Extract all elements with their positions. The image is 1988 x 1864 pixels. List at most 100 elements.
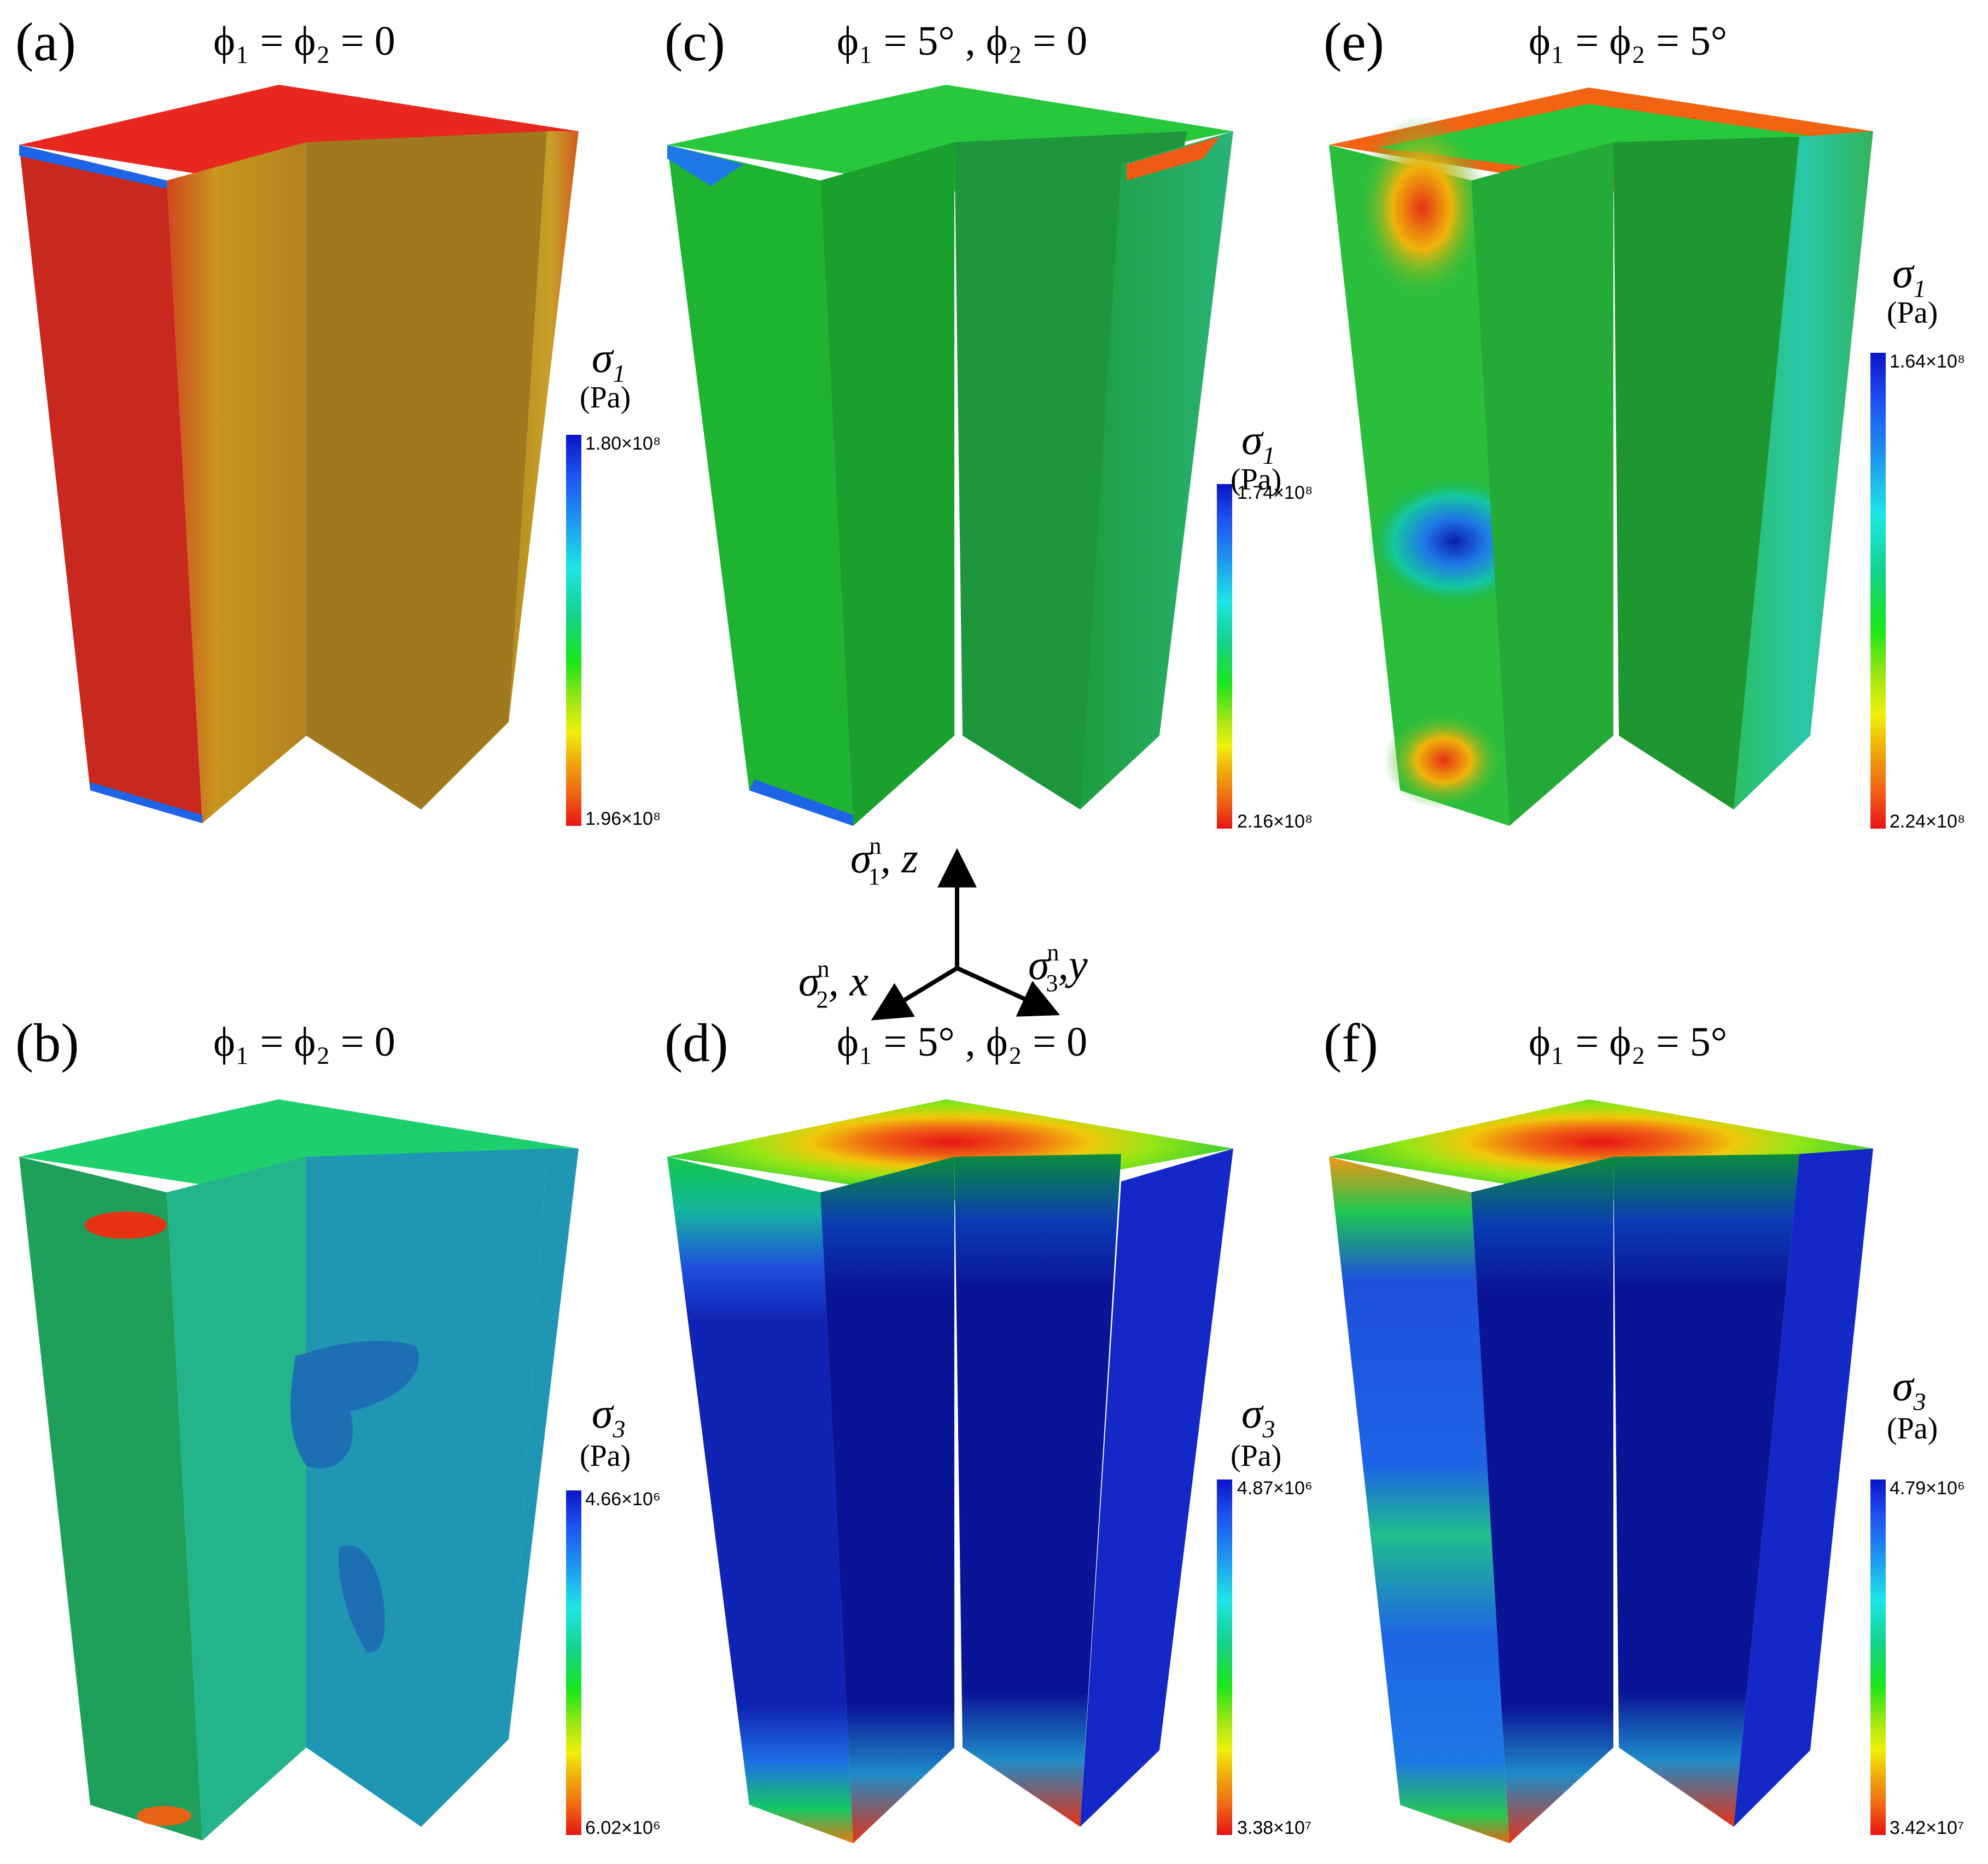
blue-region-2: [339, 1545, 385, 1653]
blue-region: [290, 1341, 419, 1469]
cbar-gradient: [1870, 353, 1886, 829]
cbar-gradient: [566, 1490, 581, 1835]
x-axis-label: σn 2, x: [798, 956, 868, 1013]
cbar-symbol: σ1: [1892, 249, 1926, 302]
panel-caption: ϕ₁ = ϕ₂ = 5°: [1529, 18, 1727, 64]
front-mid-face: [820, 1157, 954, 1843]
bottom-edge-blue: [90, 782, 202, 823]
cbar-min: 6.02×10⁶: [585, 1818, 661, 1838]
cbar-min: 3.42×10⁷: [1890, 1818, 1964, 1838]
top-face: [667, 85, 1233, 191]
hot-spot-top: [85, 1211, 167, 1239]
colorbar: σ1 (Pa) 1.80×10⁸ 1.96×10⁸: [566, 334, 661, 829]
cbar-gradient: [1217, 484, 1232, 829]
cbar-unit: (Pa): [1231, 1439, 1281, 1473]
panel-caption: ϕ₁ = ϕ₂ = 0: [213, 1019, 395, 1065]
panel-a: (a) ϕ₁ = ϕ₂ = 0 σ1 (Pa) 1.80×10⁸ 1.96×10…: [15, 11, 661, 829]
y-axis-label: σn 3,y: [1028, 939, 1088, 997]
colorbar: σ3 (Pa) 4.87×10⁶ 3.38×10⁷: [1217, 1389, 1313, 1838]
front-left-face: [19, 1157, 202, 1840]
axes-triad: σn 1, z σn 2, x σn 3,y: [798, 832, 1088, 1021]
front-mid-face: [167, 1157, 306, 1840]
panel-label: (a): [15, 11, 76, 72]
colorbar: σ3 (Pa) 4.79×10⁶ 3.42×10⁷: [1870, 1362, 1965, 1838]
cbar-symbol: σ3: [592, 1389, 625, 1443]
y-axis-arrow: [956, 966, 1060, 1017]
right-face: [509, 1149, 579, 1739]
cbar-gradient: [1217, 1479, 1232, 1835]
hot-spot-top: [1356, 115, 1488, 301]
top-edge-blue: [19, 145, 167, 189]
cbar-min: 1.96×10⁸: [585, 808, 661, 829]
cbar-max: 1.80×10⁸: [585, 433, 661, 454]
panel-e: (e) ϕ₁ = ϕ₂ = 5° σ1 (Pa) 1.64×10⁸ 2.24×1…: [1324, 11, 1965, 832]
solid-a: [19, 85, 579, 823]
cbar-unit: (Pa): [1231, 463, 1281, 497]
colorbar: σ1 (Pa) 1.74×10⁸ 2.16×10⁸: [1217, 416, 1313, 832]
cbar-max: 4.66×10⁶: [585, 1489, 661, 1510]
cbar-max: 4.87×10⁶: [1237, 1478, 1313, 1499]
hot-spot-bottom: [137, 1806, 191, 1826]
panel-label: (c): [664, 11, 725, 72]
panel-caption: ϕ₁ = ϕ₂ = 0: [213, 18, 395, 64]
panel-label: (e): [1324, 11, 1384, 72]
front-left-face: [667, 145, 853, 826]
x-axis-arrow: [871, 966, 959, 1021]
cbar-symbol: σ1: [592, 334, 625, 387]
panel-d: (d) ϕ₁ = 5° , ϕ₂ = 0 σ3 (Pa) 4.87×10⁶ 3.…: [664, 1012, 1313, 1843]
cbar-max: 1.64×10⁸: [1890, 351, 1965, 372]
cbar-symbol: σ3: [1892, 1362, 1926, 1416]
panel-caption: ϕ₁ = 5° , ϕ₂ = 0: [837, 1019, 1087, 1065]
colorbar: σ3 (Pa) 4.66×10⁶ 6.02×10⁶: [566, 1389, 661, 1838]
right-face: [509, 131, 579, 722]
inner-face: [306, 1149, 547, 1827]
panel-label: (d): [664, 1012, 728, 1073]
front-mid-face: [820, 142, 954, 826]
right-face: [1734, 131, 1873, 809]
cbar-symbol: σ3: [1241, 1389, 1275, 1443]
top-edge-blue: [667, 145, 744, 186]
solid-b: [19, 1099, 579, 1840]
panel-caption: ϕ₁ = 5° , ϕ₂ = 0: [837, 18, 1087, 64]
right-face: [1080, 131, 1233, 809]
cbar-unit: (Pa): [580, 381, 631, 415]
right-face: [1734, 1149, 1873, 1827]
cbar-max: 1.74×10⁸: [1237, 482, 1313, 503]
solid-e: [1329, 88, 1873, 826]
cbar-min: 2.24×10⁸: [1890, 811, 1965, 832]
inner-face: [1613, 137, 1799, 809]
cbar-max: 4.79×10⁶: [1890, 1478, 1965, 1499]
front-mid-face: [1471, 142, 1613, 826]
inner-face: [1613, 1154, 1799, 1827]
hot-spot-bottom: [1384, 711, 1504, 809]
panel-c: (c) ϕ₁ = 5° , ϕ₂ = 0 σ1 (Pa) 1.74×10⁸ 2.…: [664, 11, 1313, 832]
solid-c: [667, 85, 1233, 826]
top-edge-hot: [1127, 137, 1220, 180]
cbar-gradient: [566, 435, 581, 826]
solid-d: [667, 1099, 1233, 1843]
panel-b: (b) ϕ₁ = ϕ₂ = 0 σ3 (Pa) 4.66×10⁶ 6.02×10…: [15, 1012, 661, 1840]
front-mid-face: [167, 142, 306, 823]
front-left-face: [1329, 1157, 1509, 1843]
bottom-edge-blue: [749, 779, 853, 826]
colorbar: σ1 (Pa) 1.64×10⁸ 2.24×10⁸: [1870, 249, 1965, 832]
cbar-unit: (Pa): [1887, 296, 1938, 330]
cbar-unit: (Pa): [580, 1439, 631, 1473]
front-left-face: [19, 145, 202, 823]
cbar-unit: (Pa): [1887, 1412, 1938, 1446]
panel-f: (f) ϕ₁ = ϕ₂ = 5° σ3 (Pa) 4.79×10⁶ 3.42×1…: [1324, 1012, 1965, 1843]
cbar-gradient: [1870, 1479, 1886, 1835]
panel-caption: ϕ₁ = ϕ₂ = 5°: [1529, 1019, 1727, 1065]
front-mid-face: [1471, 1157, 1613, 1843]
front-left-face: [667, 1157, 853, 1843]
panel-label: (b): [15, 1012, 79, 1073]
top-face: [667, 1099, 1233, 1201]
top-face: [19, 85, 579, 191]
z-axis-label: σn 1, z: [850, 832, 918, 890]
cbar-symbol: σ1: [1241, 416, 1275, 469]
cbar-min: 3.38×10⁷: [1237, 1818, 1311, 1838]
panel-label: (f): [1324, 1012, 1378, 1073]
cbar-min: 2.16×10⁸: [1237, 811, 1313, 832]
top-face-inner: [1378, 104, 1816, 178]
